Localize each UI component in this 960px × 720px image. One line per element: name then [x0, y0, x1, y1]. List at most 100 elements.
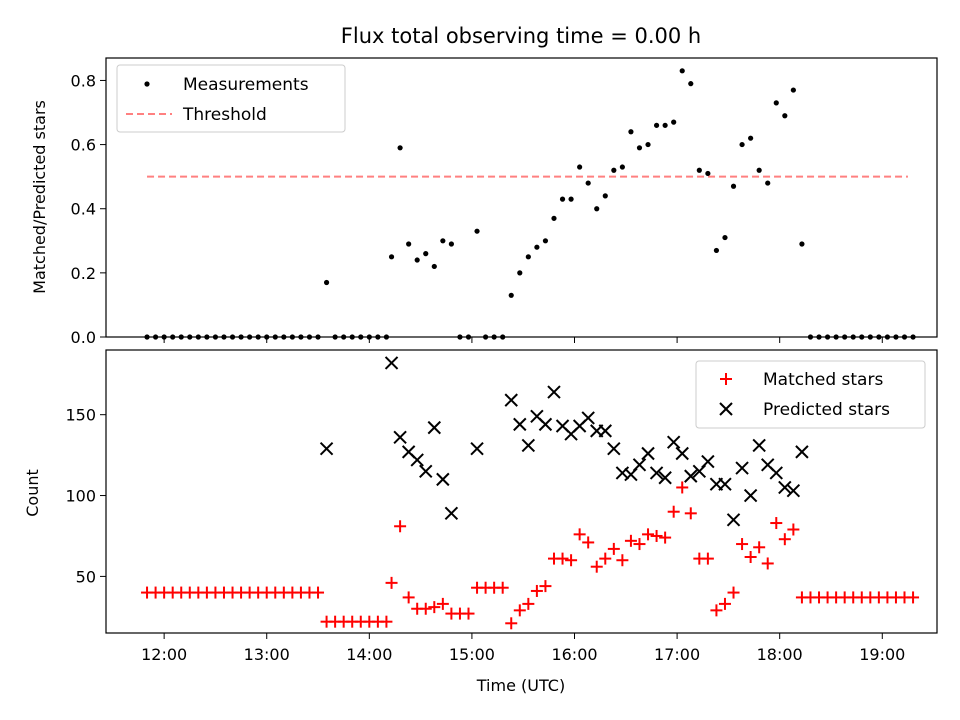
predicted-marker-b	[410, 453, 424, 467]
measurement-point	[705, 170, 711, 177]
matched-star-point	[428, 601, 441, 614]
predicted-marker-b	[752, 438, 766, 453]
predicted-marker-b	[666, 435, 681, 449]
predicted-marker-b	[393, 430, 407, 445]
measurement-point	[388, 254, 395, 260]
matched-star-point	[505, 617, 518, 630]
matched-star-point	[650, 529, 663, 542]
predicted-star-point	[795, 445, 809, 459]
top-legend: Measurements Threshold	[116, 64, 346, 133]
bottom-axes-frame	[105, 349, 938, 634]
bottom-y-tick-label: 150	[65, 406, 96, 425]
predicted-marker-b	[319, 441, 334, 456]
matched-star-point	[312, 586, 325, 599]
legend-matched-marker	[720, 373, 732, 385]
matched-star-point	[770, 517, 783, 530]
predicted-marker-b	[436, 472, 450, 487]
matched-star-point	[753, 541, 766, 554]
matched-star-point	[616, 554, 629, 567]
matched-star-point	[787, 523, 800, 536]
predicted-star-point	[632, 458, 647, 472]
predicted-star-point	[513, 417, 527, 432]
matched-star-point	[599, 552, 612, 565]
measurement-point	[448, 241, 454, 247]
bottom-x-axis-label: Time (UTC)	[476, 676, 565, 695]
measurement-point	[414, 257, 420, 263]
measurement-point	[611, 167, 617, 173]
bottom-x-tick-label: 18:00	[757, 645, 803, 664]
predicted-marker-b	[538, 417, 553, 432]
predicted-marker-b	[555, 419, 570, 433]
matched-star-point	[642, 528, 655, 541]
matched-star-point	[556, 552, 569, 565]
predicted-star-point	[444, 506, 459, 521]
matched-star-point	[513, 604, 526, 617]
top-axes-frame	[105, 57, 938, 338]
top-y-tick-label: 0.0	[71, 328, 96, 347]
top-plot-area: 0.0 0.2 0.4 0.6 0.8	[71, 68, 916, 347]
bottom-series-matched-stars	[141, 481, 920, 630]
measurement-point	[773, 100, 779, 106]
top-y-tick-label: 0.8	[71, 71, 96, 90]
predicted-star-point	[384, 356, 399, 370]
measurement-point	[628, 129, 634, 135]
measurement-point	[534, 244, 540, 250]
predicted-marker-b	[795, 445, 809, 459]
measurement-point	[653, 122, 660, 128]
predicted-marker-b	[401, 445, 416, 459]
measurement-point	[782, 113, 788, 119]
matched-star-point	[462, 607, 475, 620]
measurement-point	[662, 122, 668, 128]
predicted-marker-b	[632, 458, 647, 472]
top-y-axis-label: Matched/Predicted stars	[30, 100, 49, 294]
measurement-point	[440, 238, 446, 244]
measurement-point	[594, 206, 600, 212]
matched-star-point	[496, 581, 509, 594]
bottom-x-tick-label: 15:00	[449, 645, 495, 664]
predicted-marker-b	[701, 454, 715, 469]
matched-star-point	[684, 507, 697, 520]
measurement-point	[619, 164, 625, 170]
matched-star-point	[419, 602, 432, 615]
predicted-marker-b	[684, 469, 698, 483]
measurement-point	[508, 292, 514, 298]
predicted-star-point	[718, 477, 732, 491]
matched-star-point	[522, 597, 535, 610]
predicted-star-point	[666, 435, 681, 449]
predicted-star-point	[752, 438, 766, 453]
predicted-star-point	[735, 461, 749, 475]
predicted-marker-b	[444, 506, 459, 521]
predicted-star-point	[649, 466, 664, 480]
measurement-point	[431, 263, 437, 270]
matched-star-point	[394, 520, 407, 533]
measurement-point	[748, 135, 754, 141]
measurement-point	[568, 196, 574, 202]
measurement-point	[636, 145, 643, 151]
measurement-point	[517, 270, 523, 276]
bottom-panel: Count Time (UTC) 50 100 150 12:00 13:00 14:00…	[23, 349, 938, 695]
predicted-marker-b	[427, 420, 442, 435]
predicted-star-point	[547, 385, 561, 399]
measurement-point	[713, 247, 720, 254]
legend-threshold-label: Threshold	[182, 105, 267, 125]
predicted-marker-b	[786, 483, 801, 498]
matched-star-point	[582, 536, 595, 549]
legend-matched-label: Matched stars	[763, 370, 883, 390]
predicted-marker-b	[419, 464, 433, 478]
measurement-point	[671, 119, 677, 125]
matched-star-point	[633, 538, 646, 551]
matched-star-point	[565, 554, 578, 567]
measurement-point	[551, 215, 557, 221]
bottom-x-tick-label: 14:00	[346, 645, 392, 664]
measurement-point	[474, 228, 480, 234]
predicted-marker-b	[641, 446, 655, 461]
predicted-marker-b	[675, 446, 689, 461]
predicted-star-point	[675, 446, 689, 461]
predicted-star-point	[410, 453, 424, 467]
measurement-point	[525, 254, 531, 260]
matched-star-point	[718, 597, 731, 610]
bottom-x-tick-label: 13:00	[244, 645, 290, 664]
measurement-point	[679, 68, 685, 74]
matched-star-point	[380, 615, 393, 628]
bottom-legend: Matched stars Predicted stars	[695, 360, 926, 429]
